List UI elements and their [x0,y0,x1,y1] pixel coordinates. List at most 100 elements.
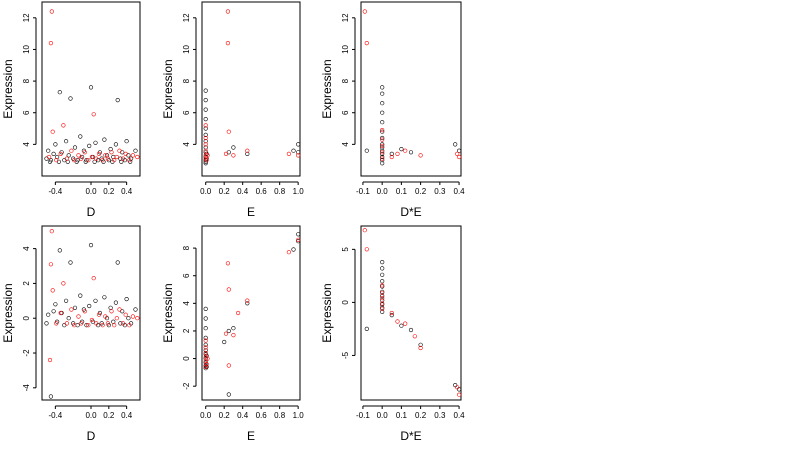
data-point [380,290,385,295]
data-point [380,284,385,289]
data-point [204,362,209,367]
data-point [380,110,385,115]
data-point [87,303,92,309]
points [44,229,140,399]
data-point [54,158,59,163]
data-point [127,323,132,328]
data-point [111,319,116,324]
data-point [118,321,123,326]
data-point [78,293,83,298]
data-point [408,150,414,155]
data-point [291,148,296,153]
data-point [225,9,230,14]
data-point [48,262,54,267]
x-tick-label: 0.2 [219,411,231,420]
data-point [203,116,208,122]
data-point [79,156,84,161]
data-point [112,158,117,163]
data-point [64,321,69,326]
data-point [380,137,385,142]
data-point [389,151,394,156]
data-point [53,142,58,147]
data-point [380,279,385,284]
data-point [49,229,54,234]
data-point [46,154,52,160]
data-point [72,145,78,150]
data-point [380,306,385,311]
data-point [68,96,73,101]
data-point [231,153,236,158]
data-point [49,9,54,14]
data-point [205,153,210,158]
data-point [380,145,385,150]
y-axis-title: Expression [161,59,175,118]
data-point [103,314,108,319]
data-point [226,392,231,397]
data-point [296,153,301,158]
data-point [91,112,96,117]
data-point [380,120,385,125]
data-point [47,357,53,363]
x-axis-title: D*E [400,205,421,219]
data-point [399,323,404,328]
panel-4: -0.4 0.0 0.2 0.4 -4 -2 0 2 4 D Expression [1,225,141,443]
y-tick-label: 4 [341,142,350,147]
data-point [114,316,119,321]
data-point [380,158,385,163]
data-point [418,342,423,347]
data-point [203,335,208,341]
data-point [120,321,126,326]
data-point [120,156,126,161]
data-point [418,153,423,158]
x-tick-label: 0.2 [103,187,115,196]
data-point [226,287,231,292]
data-point [203,326,208,331]
y-tick-label: 10 [182,44,191,53]
y-axis-title: Expression [1,283,15,342]
data-point [93,298,98,303]
data-point [44,321,49,326]
x-tick-label: 0.4 [237,411,249,420]
data-point [380,154,385,160]
data-point [203,148,208,153]
y-axis-title: Expression [161,283,175,342]
data-point [204,158,209,163]
data-point [82,150,87,155]
y-tick-label: 0 [341,300,350,305]
data-point [115,260,120,265]
data-point [66,316,71,321]
data-point [123,312,128,317]
x-tick-label: 0.2 [415,411,427,420]
data-point [203,139,208,144]
data-point [51,309,56,314]
data-point [380,296,385,301]
data-point [389,154,394,160]
data-point [364,40,369,46]
x-tick-label: 1.0 [293,411,305,420]
x-tick-label: 0.0 [200,187,212,196]
data-point [203,345,208,350]
data-point [380,85,385,90]
data-point [245,148,250,153]
data-point [225,261,230,266]
data-point [380,129,385,134]
x-axis-title: E [247,429,255,443]
data-point [50,288,55,293]
data-point [296,142,301,147]
data-point [380,156,385,161]
data-point [113,300,118,305]
data-point [364,326,369,332]
data-point [75,323,80,328]
data-point [61,281,66,286]
y-tick-label: 12 [182,13,191,22]
y-tick-label: 5 [341,247,350,252]
x-tick-label: 0.6 [256,411,268,420]
data-point [76,314,81,319]
data-point [71,323,77,328]
data-point [226,328,231,334]
data-point [203,350,208,356]
data-point [61,123,66,128]
data-point [78,134,83,139]
data-point [231,326,236,331]
